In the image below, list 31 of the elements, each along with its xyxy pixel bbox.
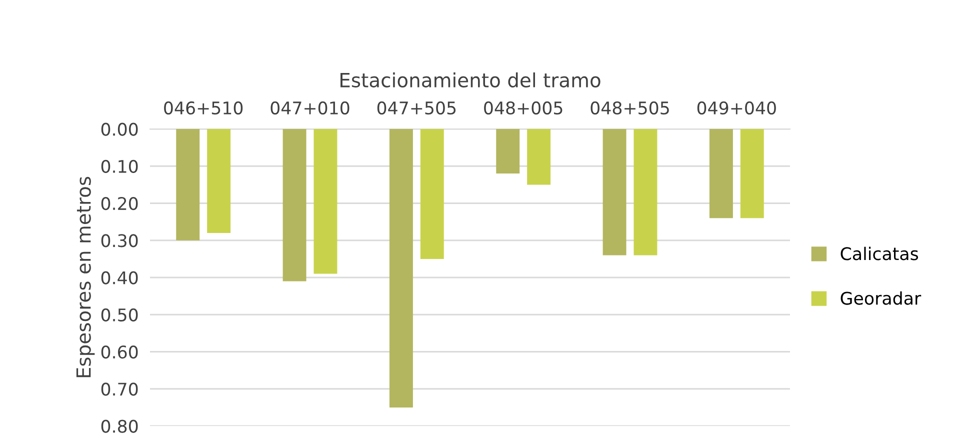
bar [420,129,444,259]
x-tick-label: 048+005 [484,101,562,115]
bar [176,129,200,240]
legend-label: Georadar [840,291,922,305]
y-tick-label: 0.80 [101,420,138,433]
bar [496,129,520,174]
y-tick-label: 0.00 [101,122,138,136]
bar [740,129,764,218]
bar [634,129,658,256]
x-tick-label: 049+040 [697,101,776,115]
bar [389,129,413,408]
y-tick-label: 0.50 [101,308,138,322]
y-tick-label: 0.30 [101,234,138,248]
x-tick-label: 048+505 [590,101,669,115]
legend-label: Calicatas [840,246,918,260]
x-tick-label: 047+010 [270,101,350,115]
y-tick-label: 0.70 [101,382,138,396]
bar [314,129,338,274]
x-tick-label: 046+510 [164,101,243,115]
bar [207,129,231,233]
x-tick-label: 047+505 [377,101,456,115]
x-axis-title: Estacionamiento del tramo [340,72,600,88]
y-axis-title: Espesores en metros [76,176,95,378]
y-tick-label: 0.10 [101,160,138,173]
bar [602,129,626,256]
y-tick-label: 0.40 [101,271,138,284]
bar [282,129,306,282]
y-tick-label: 0.60 [101,345,138,359]
bar [709,129,733,218]
bar [527,129,551,185]
y-tick-label: 0.20 [101,196,138,210]
